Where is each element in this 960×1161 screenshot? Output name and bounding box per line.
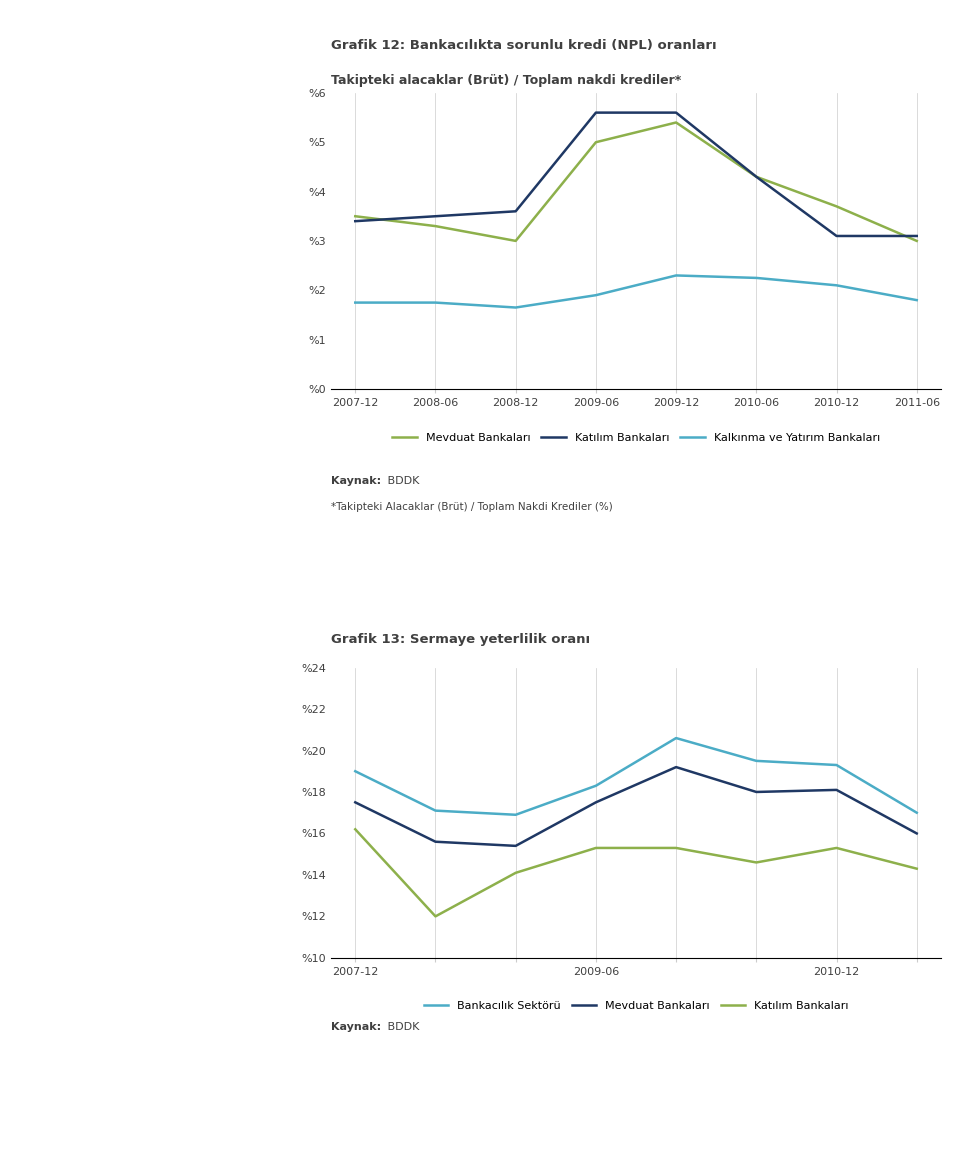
Katılım Bankaları [590,106,602,120]
Line: Kalkınma ve Yatırım Bankaları: Kalkınma ve Yatırım Bankaları [355,275,917,308]
Katılım Bankaları [510,204,521,218]
Line: Katılım Bankaları: Katılım Bankaları [355,113,917,236]
Text: Takipteki alacaklar (Brüt) / Toplam nakdi krediler*: Takipteki alacaklar (Brüt) / Toplam nakd… [331,74,682,87]
Katılım Bankaları [830,841,842,854]
Legend: Mevduat Bankaları, Katılım Bankaları, Kalkınma ve Yatırım Bankaları: Mevduat Bankaları, Katılım Bankaları, Ka… [393,433,879,444]
Katılım Bankaları [430,209,442,223]
Kalkınma ve Yatırım Bankaları [830,279,842,293]
Katılım Bankaları [349,214,361,228]
Mevduat Bankaları [430,835,442,849]
Katılım Bankaları [430,909,442,923]
Kalkınma ve Yatırım Bankaları [349,296,361,310]
Bankacılık Sektörü [830,758,842,772]
Line: Bankacılık Sektörü: Bankacılık Sektörü [355,738,917,815]
Mevduat Bankaları [670,115,682,129]
Mevduat Bankaları [590,135,602,149]
Mevduat Bankaları [430,219,442,233]
Kalkınma ve Yatırım Bankaları [670,268,682,282]
Bankacılık Sektörü [751,753,762,767]
Mevduat Bankaları [751,785,762,799]
Line: Mevduat Bankaları: Mevduat Bankaları [355,122,917,240]
Katılım Bankaları [911,861,923,875]
Text: *Takipteki Alacaklar (Brüt) / Toplam Nakdi Krediler (%): *Takipteki Alacaklar (Brüt) / Toplam Nak… [331,502,612,512]
Katılım Bankaları [510,866,521,880]
Text: BDDK: BDDK [384,1022,420,1032]
Katılım Bankaları [830,229,842,243]
Mevduat Bankaları [349,795,361,809]
Katılım Bankaları [911,229,923,243]
Bankacılık Sektörü [510,808,521,822]
Bankacılık Sektörü [670,731,682,745]
Line: Katılım Bankaları: Katılım Bankaları [355,829,917,916]
Kalkınma ve Yatırım Bankaları [590,288,602,302]
Kalkınma ve Yatırım Bankaları [911,293,923,307]
Mevduat Bankaları [830,200,842,214]
Mevduat Bankaları [911,827,923,841]
Katılım Bankaları [670,841,682,854]
Katılım Bankaları [751,170,762,183]
Mevduat Bankaları [751,170,762,183]
Legend: Bankacılık Sektörü, Mevduat Bankaları, Katılım Bankaları: Bankacılık Sektörü, Mevduat Bankaları, K… [423,1001,849,1011]
Text: Kaynak:: Kaynak: [331,476,381,486]
Mevduat Bankaları [830,783,842,796]
Text: Grafik 12: Bankacılıkta sorunlu kredi (NPL) oranları: Grafik 12: Bankacılıkta sorunlu kredi (N… [331,39,717,52]
Mevduat Bankaları [911,233,923,247]
Mevduat Bankaları [349,209,361,223]
Text: Grafik 13: Sermaye yeterlilik oranı: Grafik 13: Sermaye yeterlilik oranı [331,633,590,646]
Text: Kaynak:: Kaynak: [331,1022,381,1032]
Kalkınma ve Yatırım Bankaları [430,296,442,310]
Mevduat Bankaları [670,760,682,774]
Katılım Bankaları [670,106,682,120]
Mevduat Bankaları [510,839,521,853]
Kalkınma ve Yatırım Bankaları [751,271,762,284]
Bankacılık Sektörü [590,779,602,793]
Kalkınma ve Yatırım Bankaları [510,301,521,315]
Katılım Bankaları [590,841,602,854]
Mevduat Bankaları [510,233,521,247]
Bankacılık Sektörü [430,803,442,817]
Line: Mevduat Bankaları: Mevduat Bankaları [355,767,917,846]
Katılım Bankaları [751,856,762,870]
Mevduat Bankaları [590,795,602,809]
Katılım Bankaları [349,822,361,836]
Bankacılık Sektörü [911,806,923,820]
Text: BDDK: BDDK [384,476,420,486]
Bankacılık Sektörü [349,764,361,778]
